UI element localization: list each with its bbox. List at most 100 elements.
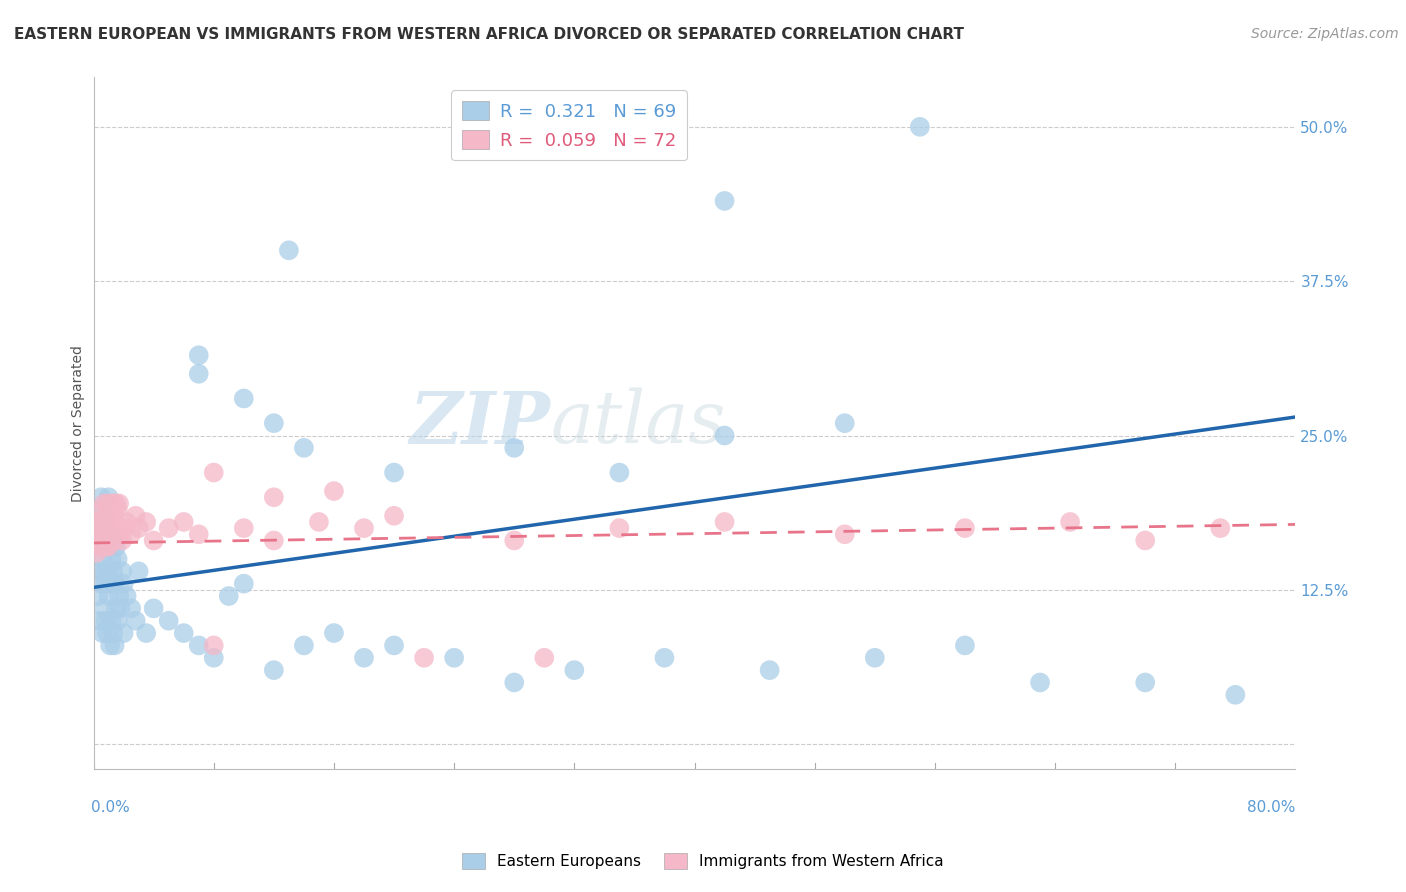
Text: 80.0%: 80.0% <box>1247 800 1295 814</box>
Point <box>87 515 110 529</box>
Point <box>90 490 112 504</box>
Point <box>533 650 555 665</box>
Point <box>135 515 157 529</box>
Point <box>93 496 115 510</box>
Point <box>94 576 117 591</box>
Point <box>232 576 254 591</box>
Point <box>93 533 115 548</box>
Point <box>124 614 146 628</box>
Point <box>323 626 346 640</box>
Point <box>202 639 225 653</box>
Point <box>292 639 315 653</box>
Point <box>218 589 240 603</box>
Text: ZIP: ZIP <box>409 388 550 458</box>
Point <box>91 626 114 640</box>
Point <box>96 515 118 529</box>
Point <box>86 565 108 579</box>
Point <box>1209 521 1232 535</box>
Point <box>89 540 111 554</box>
Point <box>104 576 127 591</box>
Text: Source: ZipAtlas.com: Source: ZipAtlas.com <box>1251 27 1399 41</box>
Point <box>97 490 120 504</box>
Point <box>353 650 375 665</box>
Point <box>308 515 330 529</box>
Point <box>87 527 110 541</box>
Point <box>94 614 117 628</box>
Point <box>96 626 118 640</box>
Point <box>97 589 120 603</box>
Point <box>112 576 135 591</box>
Point <box>863 650 886 665</box>
Point <box>1135 675 1157 690</box>
Point <box>713 515 735 529</box>
Point <box>232 521 254 535</box>
Point <box>202 466 225 480</box>
Point <box>609 521 631 535</box>
Point <box>107 502 129 516</box>
Point <box>1059 515 1081 529</box>
Point <box>120 601 142 615</box>
Point <box>104 508 127 523</box>
Point <box>91 521 114 535</box>
Point <box>94 540 117 554</box>
Point <box>323 484 346 499</box>
Point <box>107 527 129 541</box>
Point <box>91 502 114 516</box>
Point <box>101 496 124 510</box>
Text: 0.0%: 0.0% <box>90 800 129 814</box>
Point <box>277 244 299 258</box>
Point <box>98 508 121 523</box>
Point <box>263 533 285 548</box>
Point <box>108 521 131 535</box>
Point <box>90 533 112 548</box>
Point <box>90 515 112 529</box>
Point <box>98 576 121 591</box>
Point <box>93 565 115 579</box>
Point <box>1135 533 1157 548</box>
Point <box>713 428 735 442</box>
Y-axis label: Divorced or Separated: Divorced or Separated <box>72 344 86 501</box>
Point <box>382 466 405 480</box>
Point <box>107 552 129 566</box>
Point <box>100 527 122 541</box>
Point <box>98 527 121 541</box>
Point <box>115 589 138 603</box>
Point <box>93 515 115 529</box>
Point <box>110 527 132 541</box>
Point <box>93 515 115 529</box>
Point <box>97 496 120 510</box>
Point <box>101 521 124 535</box>
Point <box>834 527 856 541</box>
Point <box>101 626 124 640</box>
Point <box>1225 688 1247 702</box>
Point <box>97 515 120 529</box>
Point <box>91 552 114 566</box>
Point <box>503 441 526 455</box>
Point <box>562 663 585 677</box>
Text: EASTERN EUROPEAN VS IMMIGRANTS FROM WESTERN AFRICA DIVORCED OR SEPARATED CORRELA: EASTERN EUROPEAN VS IMMIGRANTS FROM WEST… <box>14 27 965 42</box>
Point <box>101 565 124 579</box>
Point <box>110 601 132 615</box>
Point <box>104 533 127 548</box>
Point <box>202 650 225 665</box>
Point <box>157 614 180 628</box>
Point <box>173 515 195 529</box>
Point <box>90 502 112 516</box>
Point <box>263 490 285 504</box>
Point <box>108 496 131 510</box>
Point <box>104 639 127 653</box>
Point <box>105 521 128 535</box>
Point <box>609 466 631 480</box>
Point <box>105 496 128 510</box>
Point <box>100 614 122 628</box>
Point <box>98 533 121 548</box>
Point <box>413 650 436 665</box>
Point <box>97 540 120 554</box>
Point <box>87 589 110 603</box>
Point <box>187 348 209 362</box>
Point <box>142 601 165 615</box>
Point <box>105 540 128 554</box>
Point <box>503 533 526 548</box>
Point <box>128 521 150 535</box>
Point <box>713 194 735 208</box>
